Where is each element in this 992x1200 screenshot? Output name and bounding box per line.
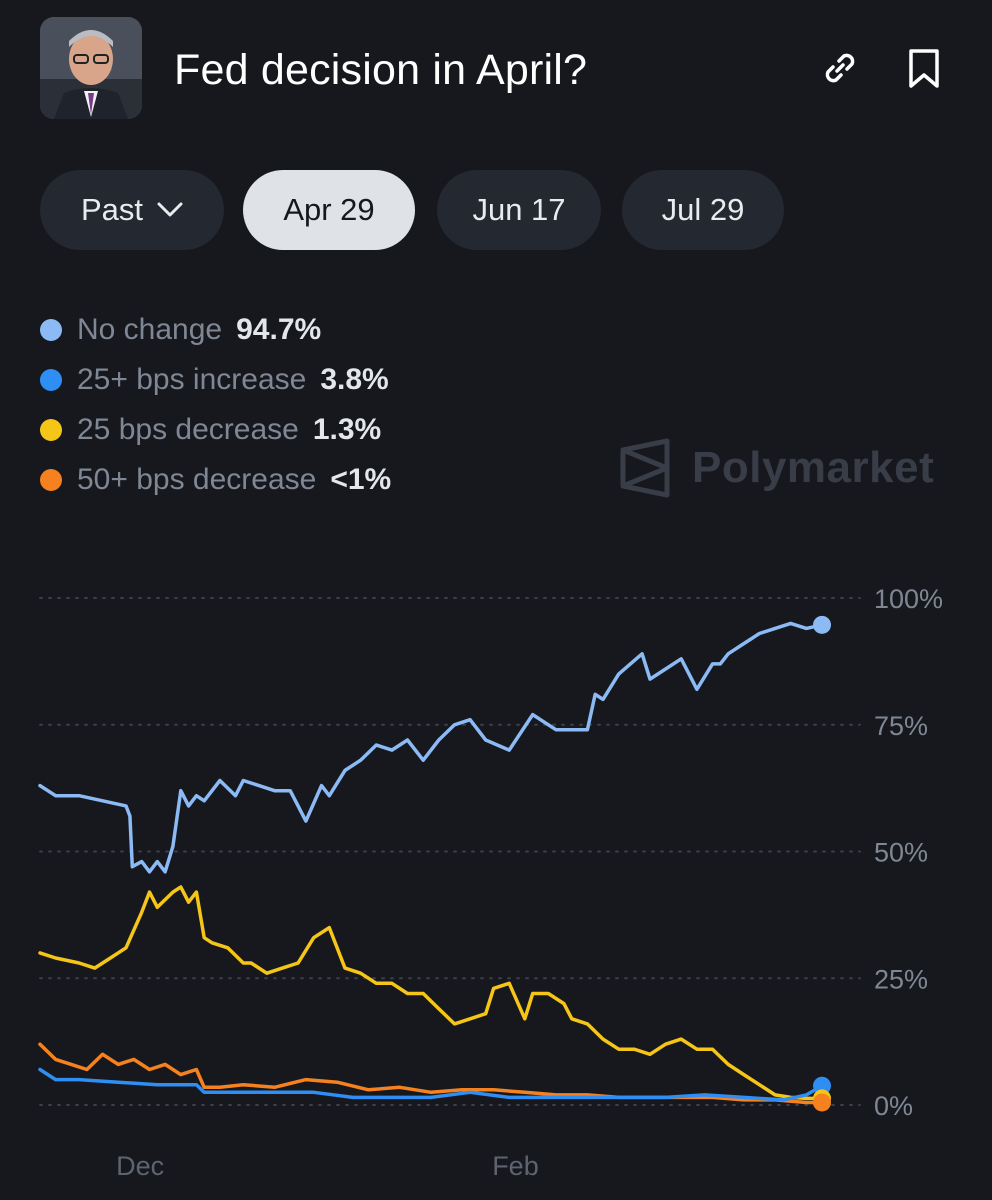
past-dropdown[interactable]: Past [40,170,224,250]
y-tick-label: 50% [874,838,928,868]
legend-name: 50+ bps decrease [77,463,317,496]
y-tick-label: 75% [874,711,928,741]
legend-value: 3.8% [320,363,389,396]
person-portrait-icon [40,17,142,119]
legend-value: <1% [330,463,392,496]
legend-item-25-increase: 25+ bps increase 3.8% [40,355,389,405]
legend-dot [40,419,62,441]
header: Fed decision in April? [0,0,992,140]
past-label: Past [80,192,144,227]
legend-name: No change [77,313,223,346]
page-title: Fed decision in April? [174,46,588,94]
series-endpoint-50-bps-decrease [813,1093,831,1112]
series-line-25-bps-increase [38,1067,824,1102]
series-line-25-bps-decrease [38,885,824,1101]
probability-chart: 100% 75% 50% 25% 0% Dec Feb [38,584,943,1181]
legend-dot [40,369,62,391]
tab-jul-29[interactable]: Jul 29 [622,170,784,250]
series-line-no-change [38,621,824,874]
link-icon[interactable] [818,46,862,90]
bookmark-icon[interactable] [902,46,946,90]
legend-value: 1.3% [312,413,382,446]
tab-label: Apr 29 [283,192,375,227]
chevron-down-icon [157,202,183,218]
legend-dot [40,319,62,341]
tab-label: Jun 17 [472,192,566,227]
legend-item-50-decrease: 50+ bps decrease <1% [40,455,391,505]
legend-item-25-decrease: 25 bps decrease 1.3% [40,405,381,455]
y-tick-label: 100% [874,584,943,614]
legend-name: 25 bps decrease [77,413,299,446]
series-endpoint-25-bps-increase [813,1076,831,1095]
legend-dot [40,469,62,491]
series-endpoint-no-change [813,615,831,634]
tab-apr-29[interactable]: Apr 29 [243,170,415,250]
x-tick-label: Dec [116,1151,164,1181]
legend-item-no-change: No change 94.7% [40,305,321,355]
y-tick-label: 0% [874,1091,913,1121]
watermark-text: Polymarket [692,443,935,492]
y-tick-label: 25% [874,964,928,994]
polymarket-watermark: Polymarket [618,438,934,498]
x-tick-label: Feb [492,1151,539,1181]
tab-label: Jul 29 [661,192,745,227]
legend-value: 94.7% [236,313,322,346]
legend-name: 25+ bps increase [77,363,307,396]
tab-jun-17[interactable]: Jun 17 [437,170,601,250]
polymarket-logo-icon [620,438,670,498]
market-avatar [40,17,142,119]
